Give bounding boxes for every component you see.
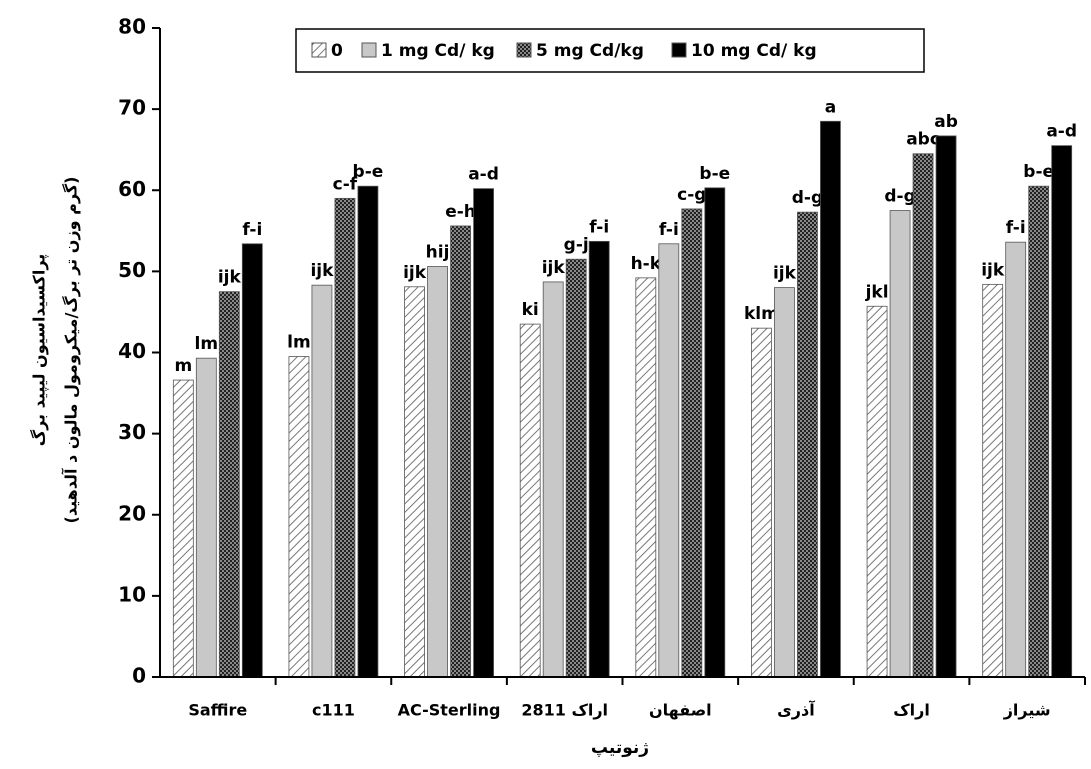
bar-letter: c-f xyxy=(333,174,358,194)
bar xyxy=(774,287,795,678)
bar xyxy=(172,379,194,678)
y-tick-label: 20 xyxy=(118,501,146,525)
x-tick-label: اصفهان xyxy=(649,701,712,720)
legend-label: 5 mg Cd/kg xyxy=(536,41,644,61)
legend-label: 1 mg Cd/ kg xyxy=(381,41,495,61)
bar xyxy=(751,327,772,678)
bar-letter: abc xyxy=(906,130,940,150)
bar xyxy=(912,153,934,678)
bar-letter: m xyxy=(174,356,192,376)
legend-box xyxy=(295,28,925,73)
bar-letter: hij xyxy=(426,243,450,263)
bar-letter: b-e xyxy=(353,162,384,182)
bar xyxy=(704,187,726,678)
bar xyxy=(635,277,657,678)
bar xyxy=(519,323,541,678)
bar xyxy=(334,197,356,678)
x-tick-label: AC-Sterling xyxy=(398,701,501,720)
bar xyxy=(357,185,379,678)
bar-letter: a-d xyxy=(468,165,499,185)
bar xyxy=(820,120,841,678)
bar xyxy=(889,210,911,678)
bar xyxy=(1051,145,1073,678)
bar-letter: e-h xyxy=(445,202,476,222)
bar-letter: lm xyxy=(195,334,219,354)
bar-letter: lm xyxy=(287,333,311,353)
bar xyxy=(195,357,217,678)
bar-letter: a-d xyxy=(1046,122,1077,142)
bar xyxy=(658,243,680,678)
y-tick-label: 30 xyxy=(118,420,146,444)
bar xyxy=(1028,185,1050,678)
bar xyxy=(450,225,471,678)
bar-letter: a xyxy=(825,97,836,117)
bar xyxy=(982,283,1004,678)
bar-letter: klm xyxy=(744,304,779,324)
bar xyxy=(311,284,333,678)
legend-swatch xyxy=(671,42,687,58)
bar-letter: b-e xyxy=(699,164,730,184)
bar xyxy=(565,258,587,678)
bar xyxy=(218,291,240,678)
x-tick-label: اراک xyxy=(893,701,930,720)
bar-letter: ki xyxy=(522,300,539,320)
y-tick-label: 50 xyxy=(118,258,146,282)
bar-letter: g-j xyxy=(564,235,589,255)
bar-letter: d-g xyxy=(792,188,823,208)
legend-label: 0 xyxy=(331,41,343,61)
bar-letter: d-g xyxy=(884,187,915,207)
y-tick-label: 60 xyxy=(118,177,146,201)
bar-letter: c-g xyxy=(677,185,706,205)
bar xyxy=(427,266,448,678)
x-tick-label: Saffire xyxy=(188,701,247,720)
bar xyxy=(935,135,957,678)
bar-letter: ijk xyxy=(218,268,242,288)
bar-letter: jkl xyxy=(865,282,889,302)
bar xyxy=(241,243,263,678)
y-tick-label: 0 xyxy=(132,664,146,688)
bar xyxy=(542,281,564,678)
y-tick-label: 10 xyxy=(118,582,146,606)
bar-letter: f-i xyxy=(1006,218,1026,238)
bar xyxy=(288,356,310,678)
bar-letter: ijk xyxy=(310,261,334,281)
bar-letter: h-k xyxy=(631,254,662,274)
bar xyxy=(797,211,818,678)
x-tick-label: c111 xyxy=(312,701,355,720)
bar xyxy=(681,208,703,678)
bar xyxy=(1005,241,1027,678)
bar-letter: f-i xyxy=(659,220,679,240)
y-tick-label: 40 xyxy=(118,339,146,363)
bar xyxy=(588,240,610,678)
x-tick-label: اراک 2811 xyxy=(521,701,608,720)
bar-letter: b-e xyxy=(1023,162,1054,182)
bar-letter: f-i xyxy=(242,220,262,240)
bar xyxy=(866,305,888,678)
y-axis-label: (گرم وزن تر برگ/میکرومول مالون د آلدهید) xyxy=(61,177,81,524)
bar-letter: ab xyxy=(934,112,958,132)
legend-swatch xyxy=(516,42,532,58)
legend-swatch xyxy=(311,42,327,58)
bar-letter: ijk xyxy=(542,258,566,278)
legend-swatch xyxy=(361,42,377,58)
bar xyxy=(473,188,494,678)
x-tick-label: آذری xyxy=(777,700,815,720)
y-tick-label: 70 xyxy=(118,96,146,120)
y-axis-label: پراکسیداسیون لیپید برگ xyxy=(30,254,50,447)
bar-letter: ijk xyxy=(403,263,427,283)
x-axis-label: ژنوتیپ xyxy=(591,738,649,758)
legend-label: 10 mg Cd/ kg xyxy=(691,41,817,61)
bar-letter: ijk xyxy=(773,264,797,284)
bar-letter: f-i xyxy=(589,217,609,237)
y-tick-label: 80 xyxy=(118,15,146,39)
x-tick-label: شیراز xyxy=(1003,701,1051,720)
bar-letter: ijk xyxy=(981,260,1005,280)
bar xyxy=(404,286,425,678)
